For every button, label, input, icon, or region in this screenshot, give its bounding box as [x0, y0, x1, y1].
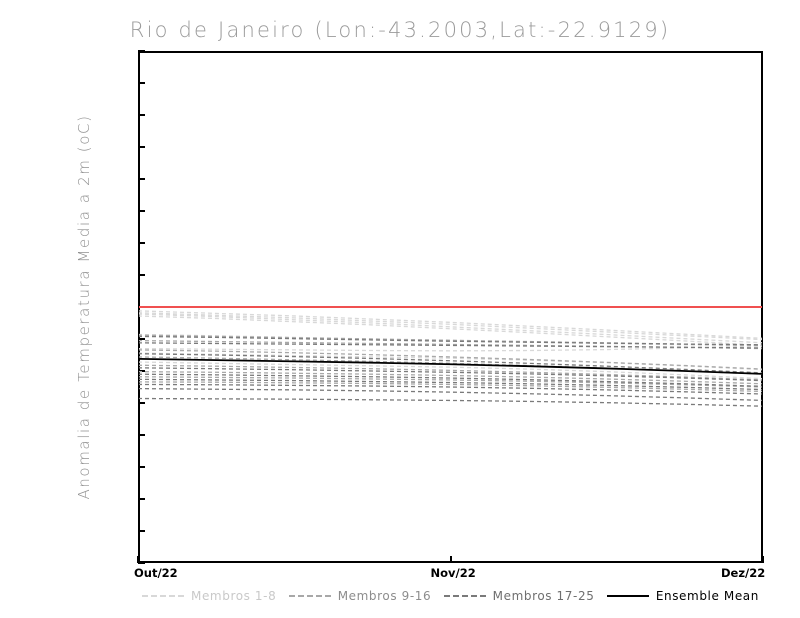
x-tick-mark [137, 556, 139, 563]
legend-swatch-icon [142, 595, 184, 597]
chart-title: Rio de Janeiro (Lon:-43.2003,Lat:-22.912… [129, 18, 671, 42]
plot-area [138, 51, 763, 563]
x-tick-label: Dez/22 [721, 566, 766, 580]
legend-item[interactable]: Membros 1-8 [142, 589, 276, 603]
legend-swatch-icon [288, 595, 331, 597]
legend-swatch-icon [443, 595, 486, 597]
legend-label: Ensemble Mean [655, 589, 759, 603]
y-tick-mark [138, 274, 145, 276]
y-tick-mark [138, 562, 145, 564]
y-tick-mark [138, 242, 145, 244]
y-axis-label: Anomalia de Temperatura Media a 2m (oC) [75, 114, 93, 500]
x-tick-label: Out/22 [134, 566, 178, 580]
legend-label: Membros 1-8 [191, 589, 277, 603]
x-tick-mark [449, 556, 452, 563]
y-tick-mark [138, 146, 145, 148]
y-tick-mark [138, 402, 145, 404]
y-tick-mark [138, 338, 145, 340]
y-tick-mark [138, 114, 145, 116]
x-tick-mark [762, 556, 764, 563]
chart-legend: Membros 1-8 Membros 9-16 Membros 17-25 Ense… [138, 586, 763, 606]
legend-label: Membros 17-25 [492, 589, 595, 603]
x-tick-label: Nov/22 [430, 566, 476, 580]
y-tick-mark [138, 82, 145, 84]
y-tick-mark [138, 50, 145, 52]
y-tick-mark [138, 530, 145, 532]
y-tick-mark [138, 434, 145, 436]
y-tick-mark [138, 178, 145, 180]
y-tick-mark [138, 210, 145, 212]
y-tick-mark [138, 498, 145, 500]
legend-item[interactable]: Membros 17-25 [443, 589, 595, 603]
legend-swatch-icon [606, 595, 649, 597]
legend-item[interactable]: Membros 9-16 [288, 589, 432, 603]
y-tick-mark [138, 466, 145, 468]
legend-label: Membros 9-16 [337, 589, 432, 603]
y-tick-mark [138, 370, 145, 372]
y-tick-mark [138, 306, 145, 308]
legend-item[interactable]: Ensemble Mean [606, 589, 759, 603]
